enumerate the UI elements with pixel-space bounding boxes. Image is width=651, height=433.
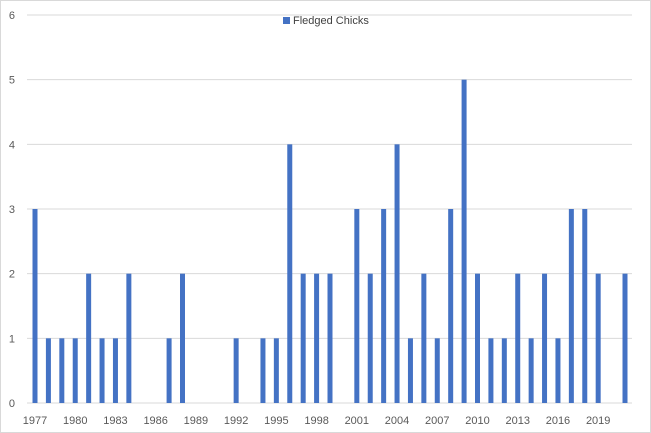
bar-2013 <box>515 273 521 403</box>
y-tick-label: 6 <box>9 10 15 22</box>
bar-1997 <box>300 273 306 403</box>
bar-1998 <box>314 273 320 403</box>
bar-2009 <box>461 79 467 404</box>
bar-1978 <box>45 338 51 403</box>
y-tick-label: 3 <box>9 204 15 216</box>
x-tick-label: 1977 <box>23 415 47 427</box>
x-tick-label: 1986 <box>143 415 167 427</box>
bars <box>32 79 628 404</box>
bar-2014 <box>528 338 534 403</box>
bar-1981 <box>86 273 92 403</box>
y-tick-label: 0 <box>9 398 15 410</box>
bar-1982 <box>99 338 105 403</box>
bar-2021 <box>622 273 628 403</box>
bar-2001 <box>354 209 360 403</box>
y-tick-label: 5 <box>9 75 15 87</box>
x-tick-labels: 1977 1980 1983 1986 1989 1992 1995 1998 2001 2004… <box>23 415 611 427</box>
bar-2006 <box>421 273 427 403</box>
bar-2017 <box>568 209 574 403</box>
bar-2008 <box>448 209 454 403</box>
x-tick-label: 1989 <box>184 415 208 427</box>
x-tick-label: 2019 <box>586 415 610 427</box>
bar-1977 <box>32 209 38 403</box>
bar-1994 <box>260 338 266 403</box>
bar-1995 <box>273 338 279 403</box>
bar-1983 <box>112 338 118 403</box>
y-tick-labels: 0 1 2 3 4 5 6 <box>9 10 15 410</box>
x-tick-label: 2004 <box>385 415 409 427</box>
x-tick-label: 2007 <box>425 415 449 427</box>
bar-1988 <box>180 273 185 403</box>
x-tick-label: 2001 <box>345 415 369 427</box>
bar-2007 <box>434 338 440 403</box>
x-tick-label: 1995 <box>264 415 288 427</box>
x-tick-label: 2016 <box>546 415 570 427</box>
bar-1987 <box>166 338 172 403</box>
bar-2002 <box>367 273 373 403</box>
bar-2003 <box>381 209 387 403</box>
x-tick-label: 1998 <box>304 415 328 427</box>
bar-2019 <box>595 273 601 403</box>
bar-1980 <box>72 338 78 403</box>
bar-2016 <box>555 338 561 403</box>
bar-1999 <box>327 273 333 403</box>
bar-2015 <box>542 273 548 403</box>
y-tick-label: 2 <box>9 269 15 281</box>
bar-1992 <box>233 338 239 403</box>
bar-1979 <box>59 338 65 403</box>
x-tick-label: 1983 <box>103 415 127 427</box>
y-tick-label: 4 <box>9 139 15 151</box>
bar-2010 <box>475 273 480 403</box>
bar-2012 <box>501 338 507 403</box>
bar-1984 <box>126 273 132 403</box>
bar-2004 <box>394 144 400 403</box>
y-tick-label: 1 <box>9 333 15 345</box>
bar-1996 <box>287 144 293 403</box>
x-tick-label: 1980 <box>63 415 87 427</box>
bar-2011 <box>488 338 494 403</box>
bar-2005 <box>407 338 413 403</box>
legend-swatch <box>283 17 290 24</box>
x-tick-label: 1992 <box>224 415 248 427</box>
legend: Fledged Chicks <box>283 15 369 27</box>
x-tick-label: 2013 <box>505 415 529 427</box>
legend-label: Fledged Chicks <box>293 15 369 27</box>
x-tick-label: 2010 <box>465 415 489 427</box>
bar-2018 <box>582 209 588 403</box>
